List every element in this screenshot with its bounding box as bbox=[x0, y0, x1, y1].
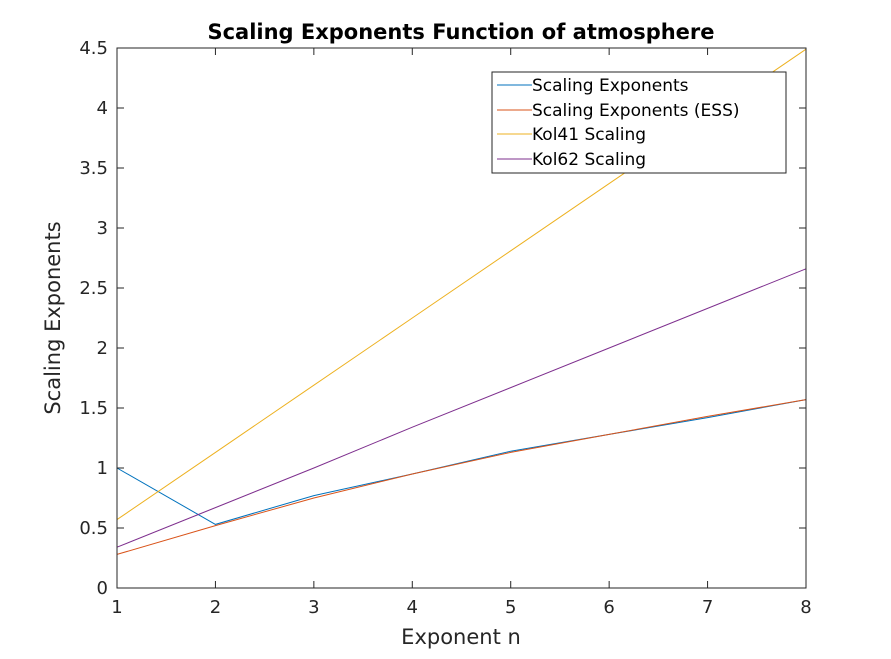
y-tick-label: 3.5 bbox=[79, 158, 108, 179]
y-tick-label: 1.5 bbox=[79, 398, 108, 419]
series-line-scaling-exponents bbox=[116, 399, 807, 525]
legend-label-kol41-scaling: Kol41 Scaling bbox=[532, 125, 646, 145]
legend-box bbox=[491, 71, 787, 174]
y-tick-label: 2 bbox=[97, 338, 108, 359]
legend-label-scaling-exponents-ess: Scaling Exponents (ESS) bbox=[532, 101, 740, 121]
y-tick-label: 1 bbox=[97, 458, 108, 479]
plot-frame bbox=[116, 47, 807, 589]
chart-title: Scaling Exponents Function of atmosphere bbox=[207, 20, 714, 44]
legend: Scaling Exponents Scaling Exponents (ESS… bbox=[491, 71, 787, 174]
series-line-kol62-scaling bbox=[116, 268, 807, 548]
x-tick-label: 1 bbox=[111, 597, 122, 618]
legend-label-scaling-exponents: Scaling Exponents bbox=[532, 76, 689, 96]
y-tick-label: 0 bbox=[97, 578, 108, 599]
x-tick-label: 2 bbox=[210, 597, 221, 618]
x-tick-label: 8 bbox=[800, 597, 811, 618]
x-tick-label: 5 bbox=[505, 597, 516, 618]
x-axis-label: Exponent n bbox=[401, 625, 521, 649]
legend-label-kol62-scaling: Kol62 Scaling bbox=[532, 150, 646, 170]
y-tick-label: 4.5 bbox=[79, 38, 108, 59]
y-axis-label: Scaling Exponents bbox=[41, 221, 65, 414]
x-tick-label: 4 bbox=[407, 597, 418, 618]
y-tick-label: 3 bbox=[97, 218, 108, 239]
y-tick-label: 4 bbox=[97, 98, 108, 119]
x-tick-label: 3 bbox=[308, 597, 319, 618]
y-tick-label: 0.5 bbox=[79, 518, 108, 539]
y-tick-label: 2.5 bbox=[79, 278, 108, 299]
x-tick-label: 6 bbox=[603, 597, 614, 618]
series-line-scaling-exponents-ess bbox=[116, 399, 807, 555]
axis-ticks: 1 2 3 4 5 6 7 8 0 0.5 1 1.5 2 2.5 3 3.5 4 4.5 bbox=[79, 38, 811, 618]
x-tick-label: 7 bbox=[702, 597, 713, 618]
